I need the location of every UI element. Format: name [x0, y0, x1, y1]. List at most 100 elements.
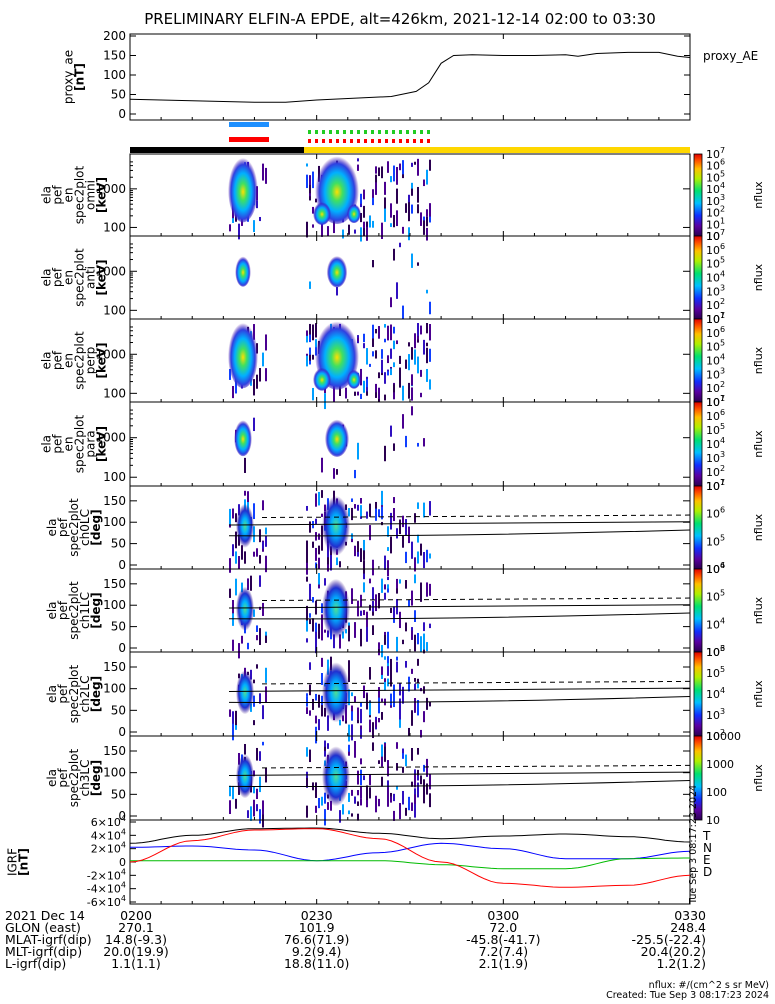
flux-cell	[423, 764, 425, 772]
flux-cell	[256, 635, 258, 641]
flux-cell	[309, 521, 311, 533]
night-bar	[130, 147, 304, 153]
flux-cell	[402, 160, 404, 170]
flux-cell	[363, 775, 365, 781]
flux-cell	[429, 159, 431, 171]
flux-enhancement	[322, 746, 350, 807]
flux-cell	[369, 363, 371, 367]
flux-cell	[312, 171, 314, 189]
flux-cell	[429, 701, 431, 707]
equator-line	[228, 771, 691, 776]
flux-cell	[396, 656, 398, 661]
flux-cell	[384, 631, 386, 636]
flux-cell	[360, 758, 362, 765]
colorbar-tick-label: 102	[706, 297, 725, 312]
spectrogram-panel-8: 050100150elapefspec2plotch3LC[deg]101001…	[45, 730, 765, 828]
colorbar-tick-label: 104	[706, 181, 725, 196]
colorbar-title: nflux	[752, 596, 765, 624]
flux-enhancement	[236, 586, 254, 631]
flux-cell	[429, 379, 431, 390]
flux-cell	[375, 501, 377, 512]
colorbar-8: 10 100 1000 10000 nflux	[693, 730, 765, 827]
colorbar-7: 102 103 104 105 106 nflux	[693, 644, 765, 743]
flux-cell	[345, 629, 347, 634]
flux-cell	[429, 203, 431, 219]
flux-cell	[256, 625, 258, 632]
flux-enhancement	[236, 503, 254, 548]
flux-cell	[315, 693, 317, 701]
table-cell: -25.5(-22.4)	[632, 932, 706, 947]
y-tick-label: 150	[103, 577, 126, 591]
panel-3-ylabel-line: [keV]	[95, 342, 109, 378]
flux-cell	[384, 372, 386, 384]
flux-cell	[253, 799, 255, 817]
colorbar-title: nflux	[752, 513, 765, 541]
flux-cell	[351, 813, 353, 817]
flux-cell	[253, 503, 255, 520]
flux-cell	[429, 348, 431, 362]
flux-cell	[420, 325, 422, 335]
flux-cell	[408, 342, 410, 347]
flux-cell	[387, 584, 389, 590]
flux-cell	[363, 539, 365, 553]
flux-cell	[381, 711, 383, 720]
flux-cell	[309, 749, 311, 763]
flux-cell	[390, 512, 392, 530]
y-tick-label: 100	[103, 470, 126, 484]
flux-cell	[232, 544, 234, 557]
flux-cell	[259, 628, 261, 645]
flux-cell	[351, 588, 353, 604]
flux-cell	[423, 216, 425, 225]
flux-cell	[232, 385, 234, 399]
flux-cell	[339, 810, 341, 823]
flux-cell	[423, 711, 425, 723]
flux-cell	[414, 610, 416, 622]
flux-cell	[232, 711, 234, 728]
flux-cell	[402, 305, 404, 319]
flux-cell	[423, 438, 425, 447]
green-dash-marker	[329, 130, 332, 134]
flux-cell	[384, 681, 386, 691]
colorbar-tick-label: 104	[706, 616, 725, 631]
flux-cell	[381, 506, 383, 520]
flux-cell	[423, 622, 425, 632]
flux-cell	[306, 620, 308, 632]
colorbar-tick-label: 101	[706, 216, 725, 231]
flux-cell	[339, 719, 341, 726]
flux-cell	[321, 706, 323, 717]
flux-cell	[306, 693, 308, 697]
equator-line	[228, 604, 691, 609]
flux-cell	[235, 715, 237, 726]
flux-cell	[336, 469, 338, 475]
flux-cell	[253, 526, 255, 543]
flux-cell	[414, 557, 416, 572]
flux-cell	[384, 445, 386, 462]
flux-cell	[262, 352, 264, 367]
colorbar-tick-label: 102	[706, 464, 725, 479]
flux-cell	[405, 581, 407, 589]
flux-cell	[417, 551, 419, 564]
flux-cell	[411, 590, 413, 606]
flux-cell	[342, 804, 344, 815]
flux-cell	[336, 557, 338, 566]
table-cell: 18.8(11.0)	[284, 956, 349, 971]
flux-cell	[408, 382, 410, 399]
flux-cell	[357, 600, 359, 617]
panel-7-ylabel-line: ela	[45, 685, 59, 703]
flux-cell	[348, 748, 350, 756]
green-dash-marker	[371, 130, 374, 134]
flux-cell	[408, 194, 410, 208]
flux-cell	[387, 526, 389, 537]
flux-cell	[318, 491, 320, 506]
table-row-label: MLT-igrf(dip)	[5, 944, 82, 959]
flux-cell	[265, 535, 267, 547]
flux-cell	[405, 807, 407, 816]
table-cell: 270.1	[118, 920, 154, 935]
flux-cell	[265, 167, 267, 184]
colorbar-tick-label: 102	[706, 728, 725, 743]
flux-cell	[265, 368, 267, 382]
flux-cell	[399, 242, 401, 248]
flux-cell	[396, 588, 398, 594]
y-tick-label: -6×104	[87, 894, 126, 909]
red-marker	[229, 137, 269, 142]
